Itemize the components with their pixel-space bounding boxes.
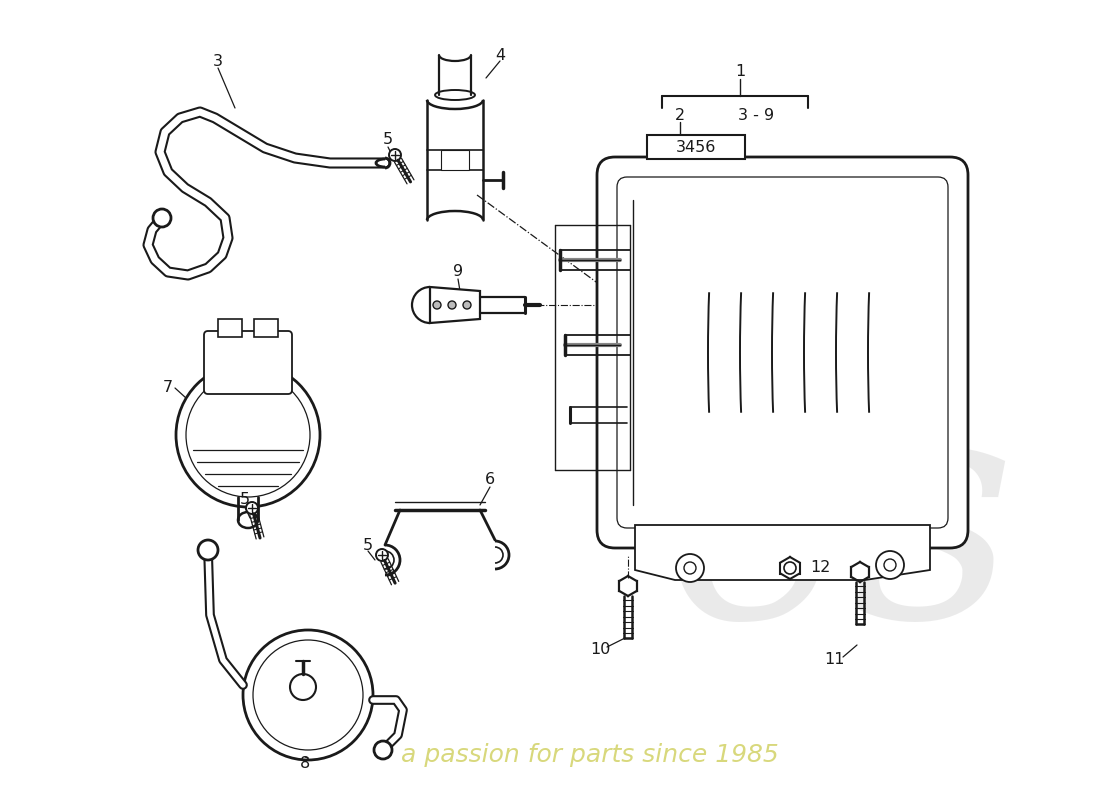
Circle shape [374,741,392,759]
Circle shape [253,640,363,750]
Circle shape [463,301,471,309]
Circle shape [676,554,704,582]
Circle shape [246,502,258,514]
Circle shape [176,363,320,507]
Text: 3: 3 [213,54,223,70]
Text: 10: 10 [590,642,610,658]
Circle shape [784,562,796,574]
Circle shape [448,301,456,309]
Text: es: es [663,375,1016,685]
Bar [647,135,745,159]
Circle shape [684,562,696,574]
Circle shape [243,630,373,760]
Text: 8: 8 [300,757,310,771]
Circle shape [198,540,218,560]
FancyBboxPatch shape [617,177,948,528]
Text: 2: 2 [675,107,685,122]
Circle shape [876,551,904,579]
Text: 6: 6 [485,473,495,487]
Bar [441,150,469,170]
Circle shape [376,549,388,561]
Text: 5: 5 [383,133,393,147]
Polygon shape [635,525,930,580]
Text: a passion for parts since 1985: a passion for parts since 1985 [402,743,779,767]
Text: 9: 9 [453,265,463,279]
Text: 4: 4 [495,47,505,62]
Circle shape [186,373,310,497]
FancyBboxPatch shape [597,157,968,548]
Text: 7: 7 [163,381,173,395]
Text: 1: 1 [735,65,745,79]
Circle shape [389,149,402,161]
Circle shape [433,301,441,309]
Text: 5: 5 [363,538,373,553]
Text: 3 - 9: 3 - 9 [738,107,774,122]
Bar [218,319,242,337]
FancyBboxPatch shape [204,331,292,394]
Polygon shape [430,287,480,323]
Text: 12: 12 [810,561,830,575]
Text: 11: 11 [825,653,845,667]
Text: 5: 5 [240,493,250,507]
Bar [254,319,278,337]
Circle shape [153,209,170,227]
Text: 3456: 3456 [675,139,716,154]
Circle shape [884,559,896,571]
Circle shape [290,674,316,700]
